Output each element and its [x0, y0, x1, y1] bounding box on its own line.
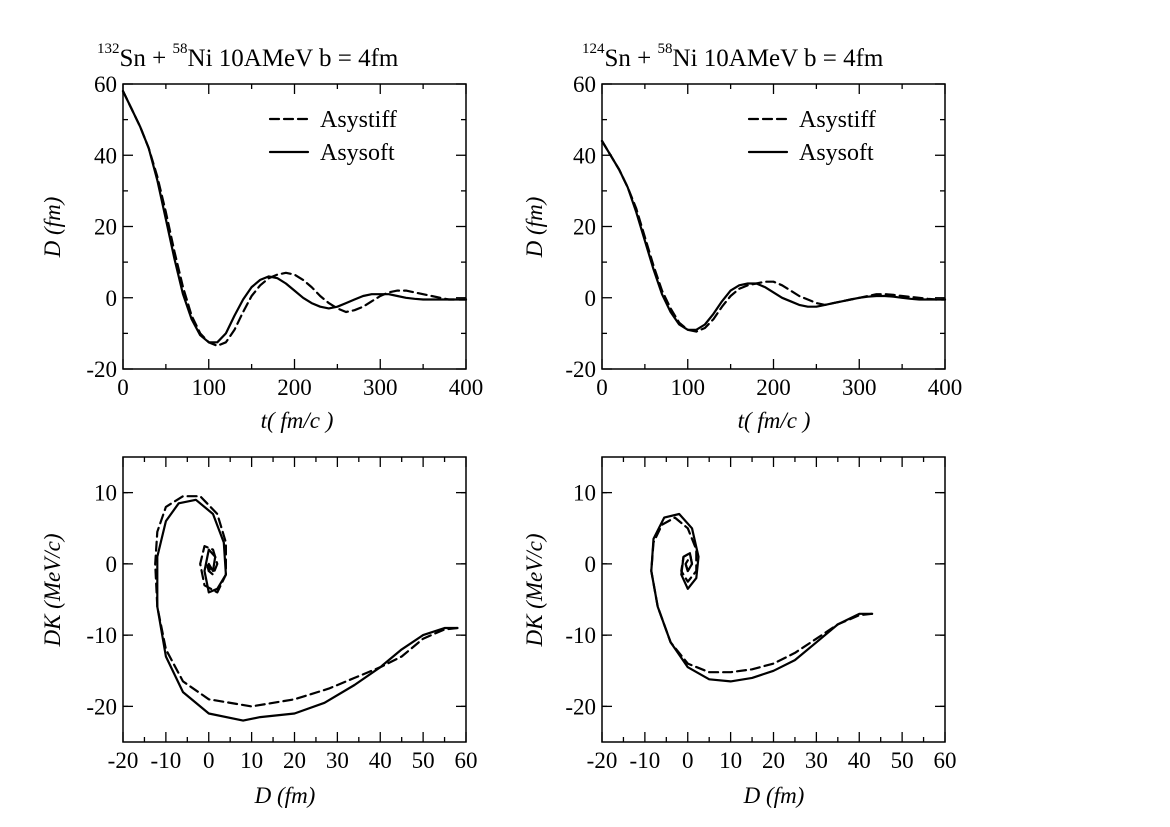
panel-2-ylabel: D (fm) [522, 197, 547, 259]
panel-1-title-el2: Ni 10AMeV b = 4fm [188, 45, 399, 72]
y-tick-label: 0 [585, 286, 597, 311]
x-tick-label: 300 [842, 375, 877, 400]
plot-frame [122, 83, 467, 370]
y-tick-label: -20 [565, 357, 596, 382]
y-tick-label: 0 [585, 552, 597, 577]
panel-1-title-mass1: 132 [97, 41, 120, 57]
y-tick-label: -20 [86, 694, 117, 719]
y-tick-label: -20 [565, 694, 596, 719]
plot-frame [601, 83, 946, 370]
x-tick-label: 10 [719, 748, 742, 773]
x-tick-label: 400 [449, 375, 484, 400]
x-tick-label: 200 [756, 375, 791, 400]
series-line-asysoft [121, 89, 468, 344]
panel-2-title-el2: Ni 10AMeV b = 4fm [673, 45, 884, 72]
panel-bottom-left: -20 -10 0 10 20 30 40 50 60 -20 -10 0 10 [86, 456, 478, 773]
series-line-asysoft [600, 139, 947, 331]
x-tick-label: 30 [326, 748, 349, 773]
x-tick-label: 100 [192, 375, 227, 400]
panel-3-ylabel: DK (MeV/c) [40, 533, 65, 647]
y-tick-label: 20 [94, 215, 117, 240]
series-line-asysoft [650, 512, 874, 683]
panel-2-title-mass2: 58 [658, 41, 673, 57]
x-tick-label: 60 [934, 748, 957, 773]
panel-bottom-right: -20 -10 0 10 20 30 40 50 60 -20 -10 0 10 [565, 456, 957, 773]
series-line-asystiff [154, 495, 459, 708]
y-tick-label: 0 [106, 286, 118, 311]
x-tick-label: 40 [848, 748, 871, 773]
panel-1-title-el1: Sn + [120, 45, 173, 72]
y-tick-label: 10 [94, 481, 117, 506]
panel-2-title-el1: Sn + [605, 45, 658, 72]
y-tick-label: -10 [86, 623, 117, 648]
panel-1-xlabel: t( fm/c ) [261, 408, 334, 433]
x-tick-label: 200 [277, 375, 312, 400]
y-tick-label: 40 [94, 143, 117, 168]
x-tick-label: -20 [108, 748, 139, 773]
y-tick-label: 0 [106, 552, 118, 577]
y-tick-label: -20 [86, 357, 117, 382]
series-line-asysoft [156, 498, 459, 722]
x-tick-label: -20 [587, 748, 618, 773]
x-tick-label: 100 [671, 375, 706, 400]
y-tick-label: 40 [573, 143, 596, 168]
panel-4-xlabel: D (fm) [743, 783, 805, 808]
x-tick-label: 300 [363, 375, 398, 400]
y-tick-label: 10 [573, 481, 596, 506]
x-tick-label: 50 [891, 748, 914, 773]
panel-1-ylabel: D (fm) [40, 197, 65, 259]
x-tick-label: 40 [369, 748, 392, 773]
x-tick-label: 0 [596, 375, 608, 400]
x-tick-label: 400 [928, 375, 963, 400]
x-tick-label: -10 [630, 748, 661, 773]
x-tick-label: 20 [283, 748, 306, 773]
x-tick-label: 30 [805, 748, 828, 773]
legend-label-asysoft: Asysoft [320, 140, 395, 166]
legend-label-asystiff: Asystiff [799, 107, 876, 133]
x-tick-label: 60 [455, 748, 478, 773]
y-tick-label: -10 [565, 623, 596, 648]
series-line-asystiff [600, 139, 947, 333]
panel-3-xlabel: D (fm) [254, 783, 316, 808]
x-tick-label: 20 [762, 748, 785, 773]
legend-label-asystiff: Asystiff [320, 107, 397, 133]
y-tick-label: 20 [573, 215, 596, 240]
x-tick-label: 0 [203, 748, 215, 773]
x-tick-label: 50 [412, 748, 435, 773]
y-tick-label: 60 [94, 72, 117, 97]
panel-4-ylabel: DK (MeV/c) [522, 533, 547, 647]
x-tick-label: 0 [682, 748, 694, 773]
plot-frame [122, 456, 467, 743]
x-tick-label: 10 [240, 748, 263, 773]
plot-frame [601, 456, 946, 743]
panel-1-title-mass2: 58 [173, 41, 188, 57]
panel-2-title: 124Sn + 58Ni 10AMeV b = 4fm [582, 41, 884, 72]
y-tick-label: 60 [573, 72, 596, 97]
panel-2-title-mass1: 124 [582, 41, 605, 57]
x-tick-label: -10 [151, 748, 182, 773]
x-tick-label: 0 [117, 375, 129, 400]
series-line-asystiff [121, 89, 468, 347]
panel-1-title: 132Sn + 58Ni 10AMeV b = 4fm [97, 41, 399, 72]
panel-2-xlabel: t( fm/c ) [738, 408, 811, 433]
legend-label-asysoft: Asysoft [799, 140, 874, 166]
series-line-asystiff [650, 516, 874, 674]
